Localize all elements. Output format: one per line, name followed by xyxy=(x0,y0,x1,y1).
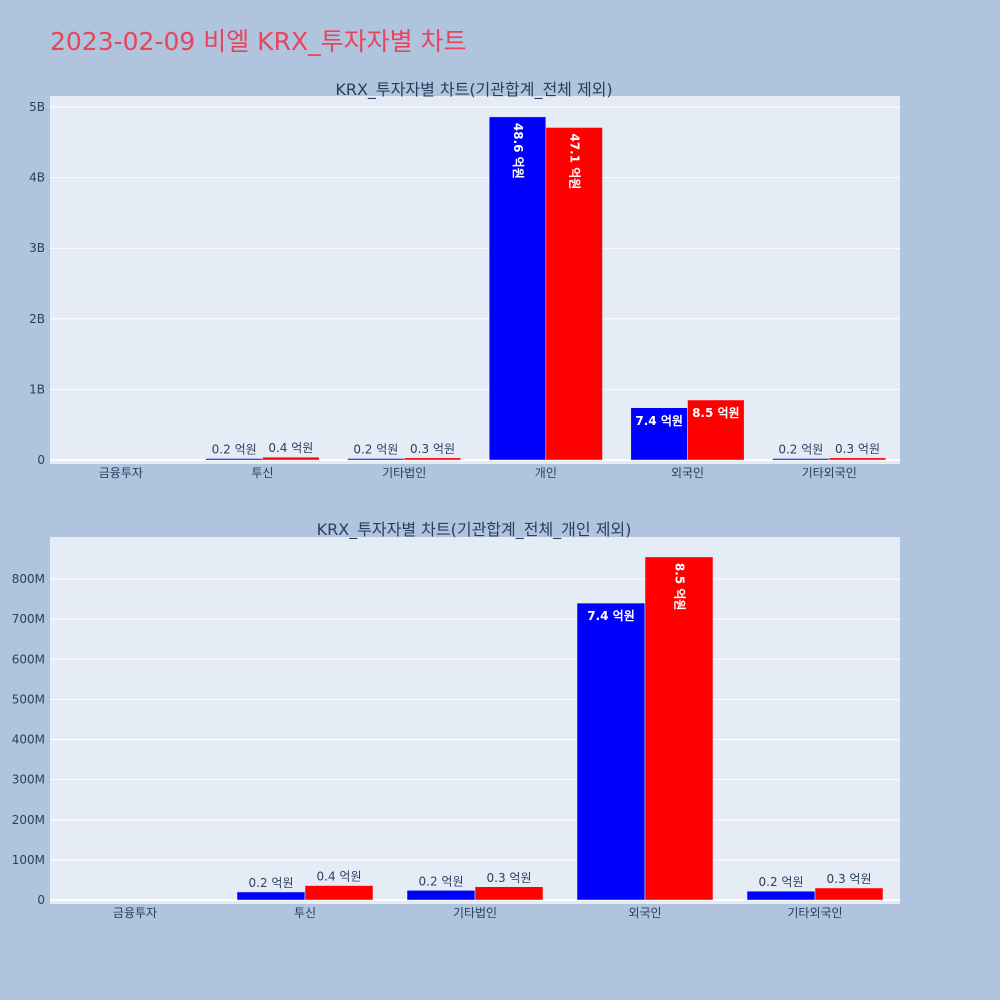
data-label: 8.5 억원 xyxy=(692,406,740,420)
data-label: 48.6 억원 xyxy=(511,123,525,179)
data-label: 7.4 억원 xyxy=(587,609,635,623)
data-label: 0.2 억원 xyxy=(212,443,257,457)
y-tick-label: 300M xyxy=(12,773,45,787)
data-label: 0.4 억원 xyxy=(317,870,362,884)
plot-area xyxy=(50,96,900,464)
plot-area xyxy=(50,537,900,904)
y-tick-label: 1B xyxy=(29,382,45,396)
data-label: 0.3 억원 xyxy=(487,871,532,885)
bar xyxy=(304,885,374,901)
bar xyxy=(772,458,830,461)
y-tick-label: 200M xyxy=(12,813,45,827)
data-label: 0.2 억원 xyxy=(249,876,294,890)
data-label: 0.3 억원 xyxy=(410,442,455,456)
y-tick-label: 4B xyxy=(29,171,45,185)
bar xyxy=(814,887,884,901)
data-label: 0.3 억원 xyxy=(835,442,880,456)
y-tick-label: 0 xyxy=(37,893,45,907)
bar xyxy=(406,890,476,901)
chart-2-title: KRX_투자자별 차트(기관합계_전체_개인 제외) xyxy=(317,520,632,540)
y-tick-label: 600M xyxy=(12,652,45,666)
bar xyxy=(576,602,646,901)
y-tick-label: 2B xyxy=(29,312,45,326)
x-tick-label: 기타법인 xyxy=(382,466,426,480)
chart-1: KRX_투자자별 차트(기관합계_전체 제외) 0 1B 2B 3B 4B 5B 금융투자 투… xyxy=(29,80,900,480)
chart-1-title: KRX_투자자별 차트(기관합계_전체 제외) xyxy=(335,80,612,100)
y-tick-label: 700M xyxy=(12,612,45,626)
bar xyxy=(205,458,263,461)
bar xyxy=(474,886,544,901)
y-tick-label: 400M xyxy=(12,733,45,747)
data-label: 8.5 억원 xyxy=(673,563,687,611)
x-tick-label: 기타법인 xyxy=(453,906,497,920)
bar xyxy=(687,399,745,461)
bar xyxy=(403,457,462,461)
y-tick-label: 3B xyxy=(29,241,45,255)
x-tick-label: 기타외국인 xyxy=(802,466,857,480)
chart-2: KRX_투자자별 차트(기관합계_전체_개인 제외) 0 100M 200M 300M… xyxy=(12,520,900,920)
data-label: 0.4 억원 xyxy=(268,441,313,455)
bar xyxy=(828,457,887,461)
x-tick-label: 금융투자 xyxy=(99,466,143,480)
x-tick-label: 투신 xyxy=(294,906,316,920)
x-tick-label: 외국인 xyxy=(628,906,661,920)
bar xyxy=(262,456,320,461)
data-label: 7.4 억원 xyxy=(635,414,683,428)
bar xyxy=(236,891,306,901)
bar xyxy=(347,458,405,461)
y-tick-label: 500M xyxy=(12,692,45,706)
y-tick-label: 5B xyxy=(29,100,45,114)
page-title: 2023-02-09 비엘 KRX_투자자별 차트 xyxy=(50,27,467,56)
x-tick-label: 투신 xyxy=(251,466,273,480)
bar xyxy=(746,890,816,901)
data-label: 0.2 억원 xyxy=(353,443,398,457)
x-tick-label: 외국인 xyxy=(671,466,704,480)
data-label: 47.1 억원 xyxy=(568,133,582,189)
data-label: 0.2 억원 xyxy=(778,443,823,457)
data-label: 0.3 억원 xyxy=(827,872,872,886)
x-tick-label: 개인 xyxy=(535,466,557,480)
y-tick-label: 0 xyxy=(37,453,45,467)
x-tick-label: 기타외국인 xyxy=(787,906,842,920)
x-tick-label: 금융투자 xyxy=(113,906,157,920)
y-tick-label: 800M xyxy=(12,572,45,586)
data-label: 0.2 억원 xyxy=(419,874,464,888)
bar xyxy=(630,407,688,461)
bar xyxy=(644,556,714,901)
data-label: 0.2 억원 xyxy=(759,875,804,889)
bar xyxy=(545,127,603,461)
y-tick-label: 100M xyxy=(12,853,45,867)
